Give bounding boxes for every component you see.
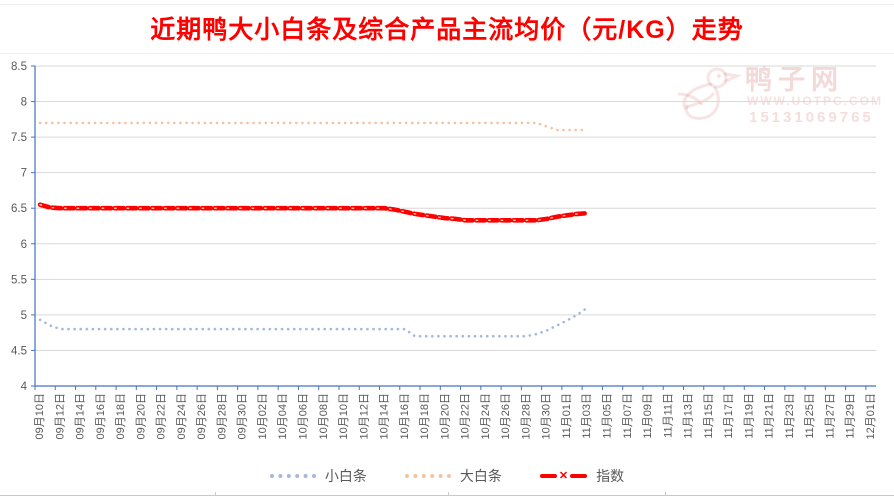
legend-label: 指数 <box>596 468 625 484</box>
x-axis-label: 09月14日 <box>75 393 87 439</box>
x-axis-label: 11月21日 <box>764 393 776 439</box>
x-axis-label: 11月29日 <box>845 393 857 439</box>
x-axis-label: 10月06日 <box>298 393 310 439</box>
x-axis-label: 11月07日 <box>622 393 634 439</box>
x-axis-label: 11月27日 <box>824 393 836 439</box>
x-axis-label: 10月28日 <box>520 393 532 439</box>
x-axis-label: 09月16日 <box>95 393 107 439</box>
y-axis-label: 6.5 <box>11 203 27 215</box>
x-axis-label: 11月09日 <box>642 393 654 439</box>
x-axis-label: 10月20日 <box>439 393 451 439</box>
legend: 小白条 大白条 ✕ 指数 <box>0 466 894 486</box>
y-axis-label: 6 <box>21 239 27 251</box>
legend-label: 大白条 <box>459 468 502 484</box>
y-axis-label: 7.5 <box>11 132 27 144</box>
x-axis-label: 12月01日 <box>865 393 877 439</box>
x-axis-label: 11月01日 <box>561 393 573 439</box>
x-axis-label: 10月22日 <box>460 393 472 439</box>
sheet-cell-tick <box>215 492 216 496</box>
x-axis-label: 11月19日 <box>743 393 755 439</box>
x-axis-label: 10月10日 <box>338 393 350 439</box>
x-axis-label: 10月04日 <box>277 393 289 439</box>
legend-swatch-line-x-icon: ✕ <box>539 470 588 482</box>
x-axis-label: 11月25日 <box>804 393 816 439</box>
x-axis-label: 09月10日 <box>34 393 46 439</box>
x-axis-label: 09月22日 <box>156 393 168 439</box>
sheet-gridline-top <box>0 4 894 5</box>
x-axis-label: 11月23日 <box>784 393 796 439</box>
x-axis-label: 10月08日 <box>318 393 330 439</box>
legend-swatch-dotted-icon <box>269 474 316 478</box>
x-axis-label: 10月12日 <box>358 393 370 439</box>
legend-item-dabaitiao: 大白条 <box>404 466 502 486</box>
x-axis-label: 10月02日 <box>257 393 269 439</box>
x-axis-label: 09月20日 <box>135 393 147 439</box>
x-axis-label: 11月05日 <box>601 393 613 439</box>
x-axis-label: 10月24日 <box>480 393 492 439</box>
series-line-zhishu <box>37 202 590 223</box>
legend-item-xiaobaitiao: 小白条 <box>269 466 367 486</box>
x-axis-label: 10月14日 <box>379 393 391 439</box>
y-axis-label: 5.5 <box>11 274 27 286</box>
x-axis-label: 11月15日 <box>703 393 715 439</box>
sheet-cell-tick <box>448 492 449 496</box>
y-axis-label: 8.5 <box>11 61 27 73</box>
sheet-cell-tick <box>665 492 666 496</box>
y-axis-label: 7 <box>21 168 27 180</box>
x-axis-label: 10月26日 <box>500 393 512 439</box>
series-line-xiaobaitiao <box>38 306 589 338</box>
x-axis-label: 10月16日 <box>399 393 411 439</box>
sheet-gridline-upper <box>0 53 894 54</box>
x-axis-label: 09月30日 <box>237 393 249 439</box>
x-axis-label: 09月12日 <box>54 393 66 439</box>
series-line-dabaitiao <box>38 121 589 132</box>
x-axis-label: 09月28日 <box>216 393 228 439</box>
sheet-gridline-bottom <box>0 495 894 496</box>
y-axis-label: 8 <box>21 97 27 109</box>
x-axis-label: 11月17日 <box>723 393 735 439</box>
y-axis-label: 5 <box>21 310 27 322</box>
y-axis-label: 4 <box>21 381 28 393</box>
legend-label: 小白条 <box>324 468 367 484</box>
legend-swatch-dotted-icon <box>404 474 451 478</box>
x-axis-label: 09月24日 <box>176 393 188 439</box>
x-axis-label: 11月13日 <box>683 393 695 439</box>
y-axis-label: 4.5 <box>11 345 27 357</box>
x-axis-label: 11月11日 <box>662 393 674 438</box>
chart-title: 近期鸭大小白条及综合产品主流均价（元/KG）走势 <box>150 16 744 44</box>
x-axis-label: 10月18日 <box>419 393 431 439</box>
x-axis-label: 10月30日 <box>541 393 553 439</box>
x-axis-label: 11月03日 <box>581 393 593 439</box>
x-axis-label: 09月26日 <box>196 393 208 439</box>
legend-item-zhishu: ✕ 指数 <box>539 466 625 486</box>
x-axis-label: 09月18日 <box>115 393 127 439</box>
